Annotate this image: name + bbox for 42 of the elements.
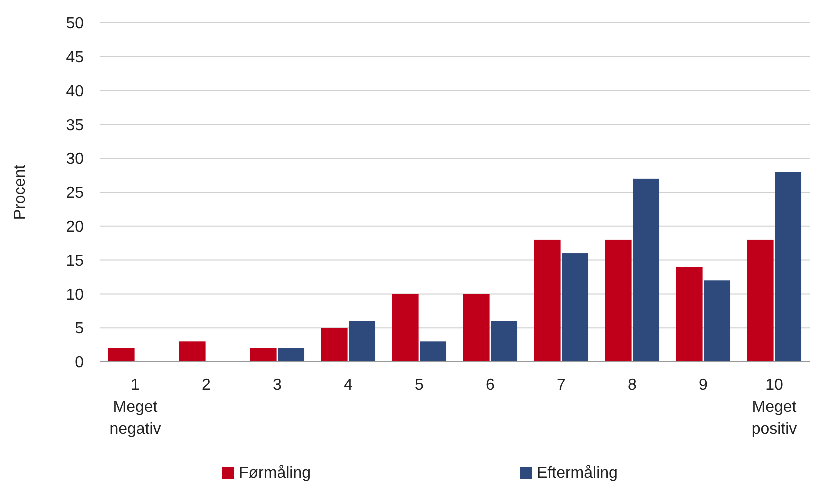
bar	[321, 328, 348, 362]
x-tick-label: 9	[699, 377, 708, 394]
bar	[349, 321, 376, 362]
bar	[633, 178, 660, 362]
bar	[775, 172, 802, 362]
bar	[179, 342, 206, 362]
x-tick-label: 1 Meget negativ	[110, 377, 162, 438]
bar	[278, 348, 305, 362]
x-tick-label: 6	[486, 377, 496, 394]
x-tick-label: 10 Meget positiv	[752, 377, 798, 438]
bar	[250, 348, 277, 362]
y-axis-title: Procent	[12, 164, 29, 220]
bar	[108, 348, 135, 362]
x-tick-label: 7	[557, 377, 566, 394]
y-tick-label: 40	[66, 83, 84, 100]
bar	[463, 294, 490, 362]
bar	[704, 280, 731, 362]
bar	[605, 240, 632, 362]
x-tick-label: 5	[415, 377, 424, 394]
x-tick-label: 8	[628, 377, 638, 394]
bar	[562, 254, 589, 362]
y-tick-label: 25	[66, 185, 84, 202]
bar	[676, 267, 703, 362]
legend-label: Eftermåling	[537, 465, 618, 482]
x-tick-label: 4	[344, 377, 354, 394]
y-tick-label: 35	[66, 117, 84, 134]
bar	[420, 342, 447, 362]
y-tick-label: 20	[66, 219, 84, 236]
bar	[534, 240, 561, 362]
x-tick-label: 3	[273, 377, 282, 394]
y-tick-label: 0	[75, 354, 84, 372]
bar	[491, 321, 518, 362]
y-tick-label: 50	[66, 16, 84, 33]
bar	[392, 294, 419, 362]
y-tick-label: 5	[75, 320, 84, 338]
bar	[747, 240, 774, 362]
x-tick-label: 2	[202, 377, 212, 394]
y-tick-label: 15	[66, 252, 84, 270]
legend-label: Førmåling	[239, 465, 312, 482]
y-tick-label: 30	[66, 151, 84, 168]
y-tick-label: 45	[66, 50, 84, 66]
y-tick-label: 10	[66, 286, 84, 304]
